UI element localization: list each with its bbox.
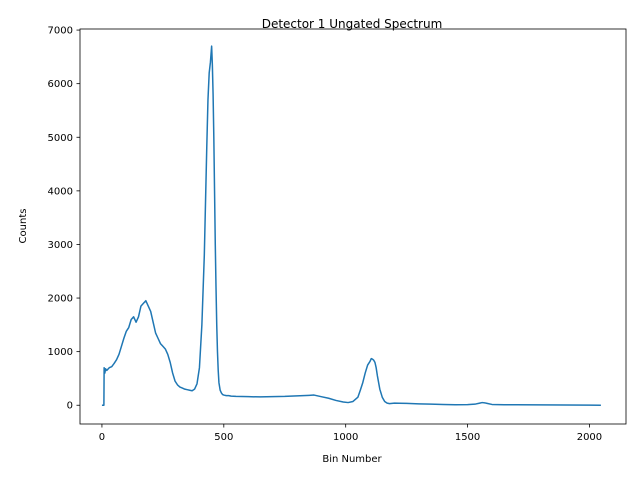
x-tick-label: 1500 [455, 432, 480, 443]
y-tick-label: 4000 [48, 186, 73, 197]
y-tick-label: 0 [67, 401, 73, 412]
y-axis: 0 1000 2000 3000 4000 5000 6000 7000 [48, 26, 80, 412]
series-line-0 [101, 45, 601, 406]
y-tick-label: 2000 [48, 294, 73, 305]
x-tick-label: 1000 [333, 432, 358, 443]
y-axis-label: Counts [18, 209, 29, 244]
y-tick-label: 1000 [48, 347, 73, 358]
x-tick-label: 2000 [577, 432, 602, 443]
x-axis-label: Bin Number [322, 454, 382, 465]
x-tick-label: 500 [214, 432, 233, 443]
y-tick-label: 3000 [48, 240, 73, 251]
y-tick-label: 5000 [48, 133, 73, 144]
x-tick-label: 0 [99, 432, 105, 443]
y-tick-label: 6000 [48, 79, 73, 90]
y-tick-label: 7000 [48, 26, 73, 37]
plot-area [101, 45, 601, 406]
axes-frame [79, 28, 627, 425]
x-axis: 0 500 1000 1500 2000 [99, 424, 602, 443]
chart-title: Detector 1 Ungated Spectrum [262, 17, 443, 31]
